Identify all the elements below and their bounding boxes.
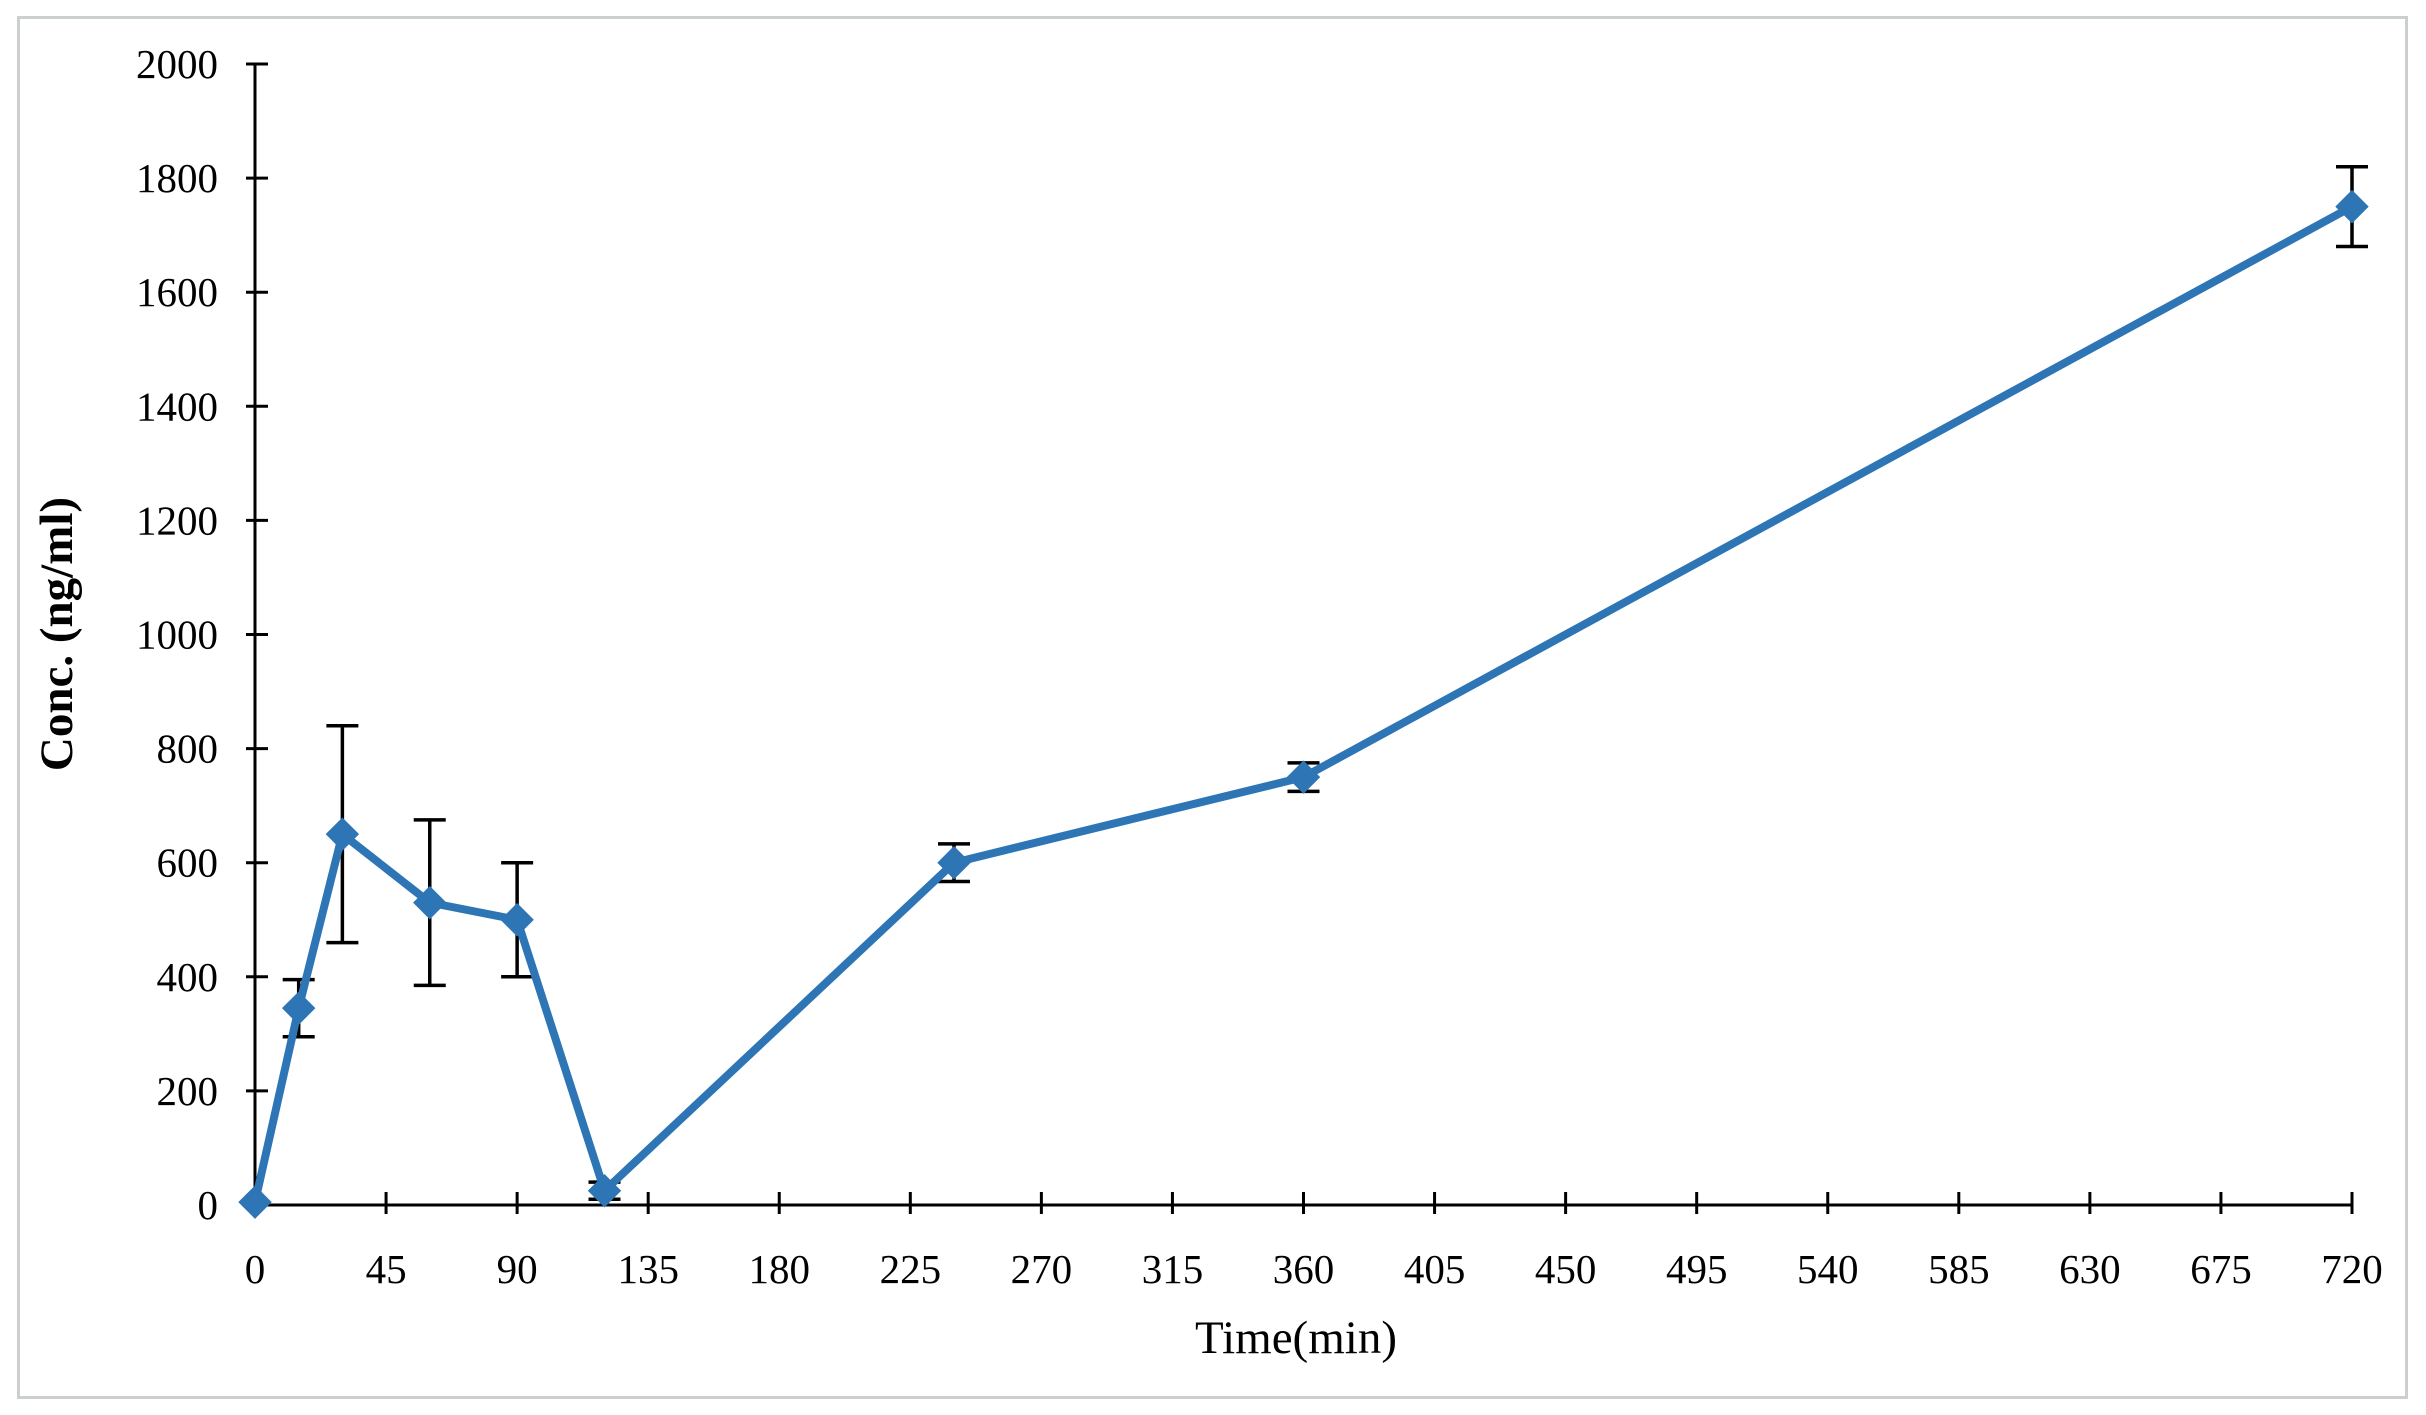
data-point-marker [937,845,971,880]
y-axis-title: Conc. (ng/ml) [31,496,83,772]
y-tick-label: 200 [157,1068,219,1114]
y-tick-label: 1600 [136,269,218,315]
x-tick-label: 90 [497,1246,538,1292]
x-tick-label: 180 [749,1246,811,1292]
y-tick-label: 800 [157,726,219,772]
data-point-marker [281,991,316,1025]
x-tick-label: 720 [2321,1246,2383,1292]
x-tick-label: 270 [1011,1246,1073,1292]
y-tick-label: 400 [157,954,219,1000]
data-point-marker [238,1185,272,1219]
y-tick-label: 600 [157,840,219,886]
x-tick-label: 315 [1142,1246,1204,1292]
data-point-marker [1286,760,1321,794]
x-tick-label: 495 [1666,1246,1728,1292]
x-tick-label: 0 [245,1246,266,1292]
x-tick-label: 225 [880,1246,942,1292]
chart-frame [17,16,2408,1399]
y-tick-label: 0 [198,1182,219,1228]
x-tick-label: 540 [1797,1246,1859,1292]
series-line [251,202,2356,1207]
x-tick-label: 45 [366,1246,407,1292]
x-tick-label: 585 [1928,1246,1990,1292]
data-point-marker [2335,189,2369,224]
data-point-marker [325,817,360,851]
y-tick-label: 1400 [136,383,218,429]
x-tick-label: 135 [617,1246,679,1292]
y-tick-label: 1800 [136,155,218,201]
data-point-marker [500,903,534,937]
x-tick-label: 675 [2190,1246,2252,1292]
data-point-marker [413,885,447,920]
x-axis-title: Time(min) [1195,1312,1397,1364]
y-tick-label: 2000 [136,41,218,87]
data-point-marker [587,1174,622,1208]
x-tick-label: 450 [1535,1246,1597,1292]
x-tick-label: 405 [1404,1246,1466,1292]
y-tick-label: 1200 [136,497,218,543]
y-tick-label: 1000 [136,612,218,658]
x-tick-label: 360 [1273,1246,1335,1292]
x-tick-label: 630 [2059,1246,2121,1292]
